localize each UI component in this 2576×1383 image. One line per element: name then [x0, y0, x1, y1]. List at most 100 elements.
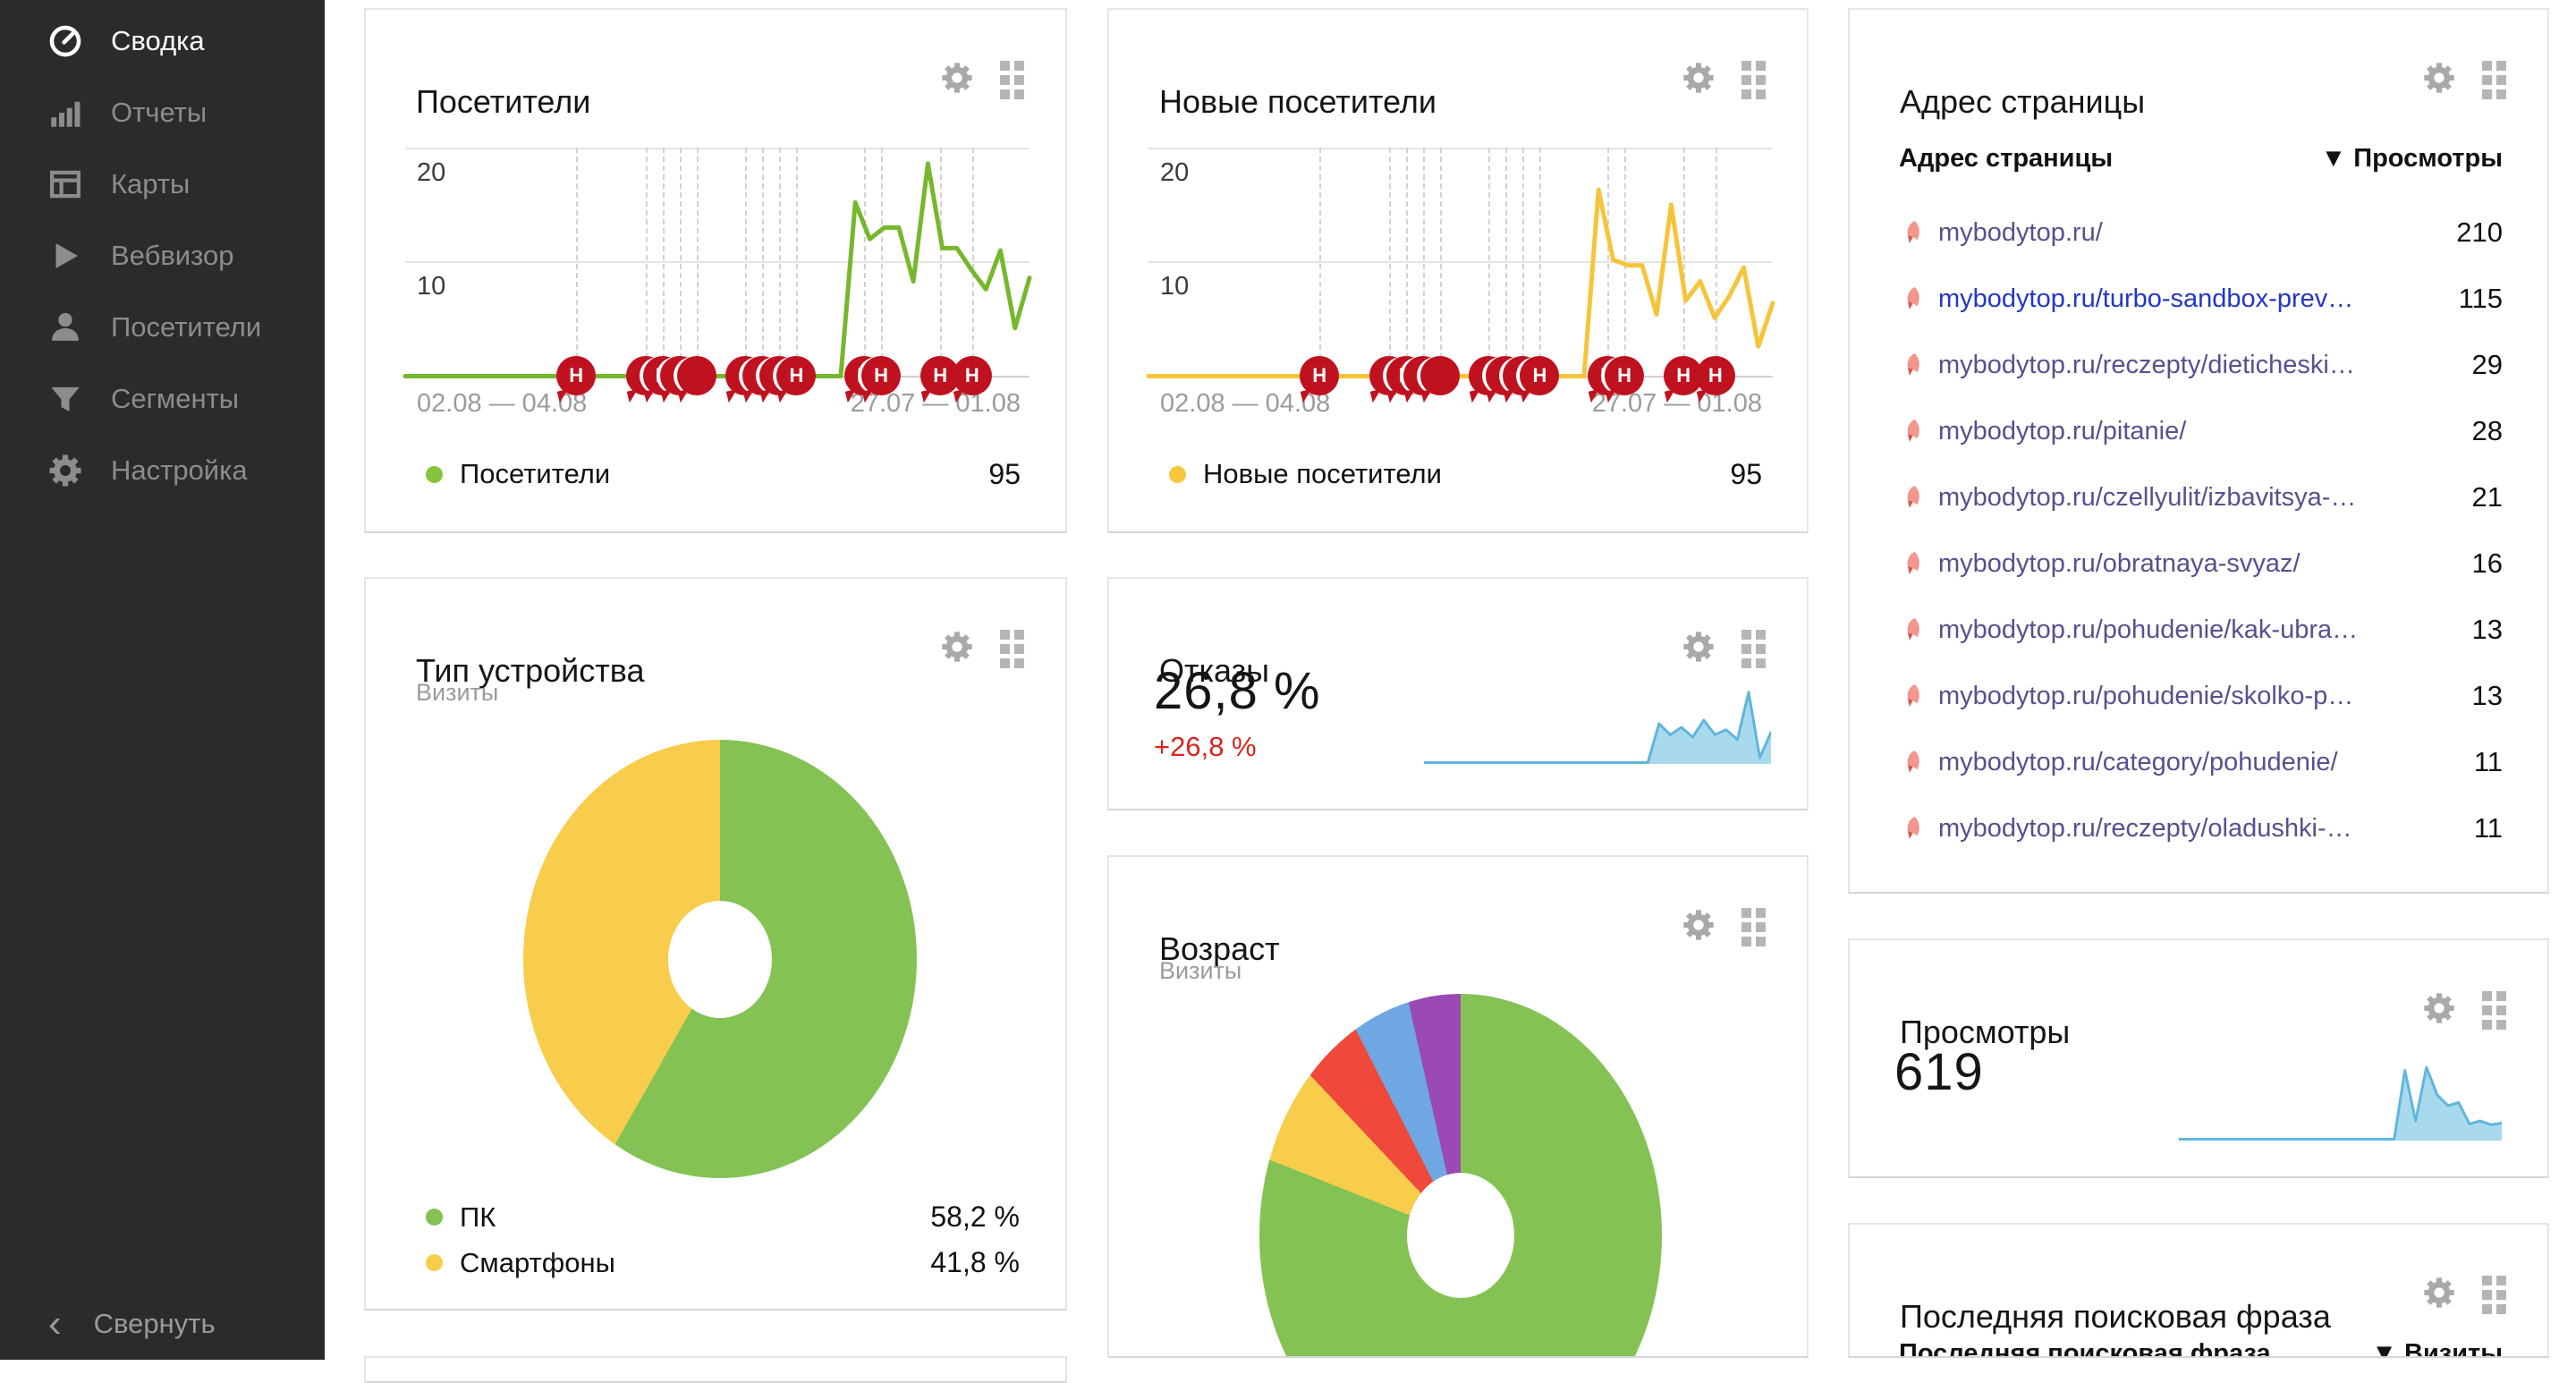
gear-icon[interactable]: [2421, 60, 2457, 96]
sidebar-item-1[interactable]: Сводка: [0, 5, 325, 77]
page-url-link[interactable]: mybodytop.ru/: [1938, 217, 2103, 247]
page-url-link[interactable]: mybodytop.ru/reczepty/dieticheski…: [1938, 350, 2355, 379]
drag-grid-icon[interactable]: [2482, 61, 2506, 99]
url-table-row: mybodytop.ru/czellyulit/izbavitsya-… 21: [1899, 464, 2503, 530]
legend-dot: [426, 465, 443, 483]
pageviews-card: Просмотры 619: [1848, 938, 2549, 1178]
bounce-card: Отказы 26,8 % +26,8 %: [1107, 577, 1809, 810]
page-url-link[interactable]: mybodytop.ru/obratnaya-svyaz/: [1938, 548, 2301, 578]
donut-hole: [1407, 1173, 1514, 1298]
gear-icon[interactable]: [2421, 990, 2457, 1026]
sidebar-item-label: Сегменты: [111, 383, 240, 414]
y-tick-20: 20: [1160, 158, 1190, 187]
legend-value: 41,8 %: [930, 1246, 1020, 1278]
event-marker-icon[interactable]: Н: [776, 356, 817, 395]
event-gridline: [679, 148, 682, 377]
url-table-row: mybodytop.ru/ 210: [1899, 199, 2503, 266]
url-table-row: mybodytop.ru/pohudenie/skolko-p… 13: [1899, 663, 2503, 729]
bounce-delta: +26,8 %: [1154, 731, 1257, 762]
url-table-row: mybodytop.ru/reczepty/oladushki-… 11: [1899, 795, 2503, 861]
event-marker-icon[interactable]: Н: [556, 356, 597, 395]
donut-hole: [668, 901, 772, 1018]
drag-grid-icon[interactable]: [1741, 630, 1766, 668]
sidebar: Сводка Отчеты Карты Вебвизор Посетители …: [0, 0, 325, 1360]
col-header-visits-sorted[interactable]: ▼ Визиты: [2371, 1339, 2503, 1358]
drag-grid-icon[interactable]: [1000, 61, 1024, 99]
page-url-link[interactable]: mybodytop.ru/pohudenie/kak-ubra…: [1938, 615, 2359, 644]
event-marker-icon[interactable]: Н: [1300, 356, 1340, 395]
page-url-link[interactable]: mybodytop.ru/reczepty/oladushki-…: [1938, 813, 2352, 843]
new-visitors-line-chart: НIНIIIННННН: [1146, 144, 1775, 421]
event-gridline: [971, 148, 974, 377]
sidebar-item-3[interactable]: Карты: [0, 148, 325, 220]
page-url-link[interactable]: mybodytop.ru/czellyulit/izbavitsya-…: [1938, 482, 2357, 512]
sidebar-collapse-button[interactable]: ‹ Свернуть: [48, 1304, 216, 1344]
event-marker-icon[interactable]: Н: [952, 356, 992, 395]
event-marker-icon[interactable]: [1419, 356, 1460, 395]
page-url-link[interactable]: mybodytop.ru/pitanie/: [1938, 416, 2187, 445]
event-gridline: [1715, 148, 1717, 377]
segments-icon: [51, 386, 80, 412]
sidebar-item-6[interactable]: Сегменты: [0, 363, 325, 435]
card-actions: [2421, 60, 2506, 99]
bounce-value: 26,8 %: [1154, 662, 1321, 720]
webvisor-icon: [55, 243, 78, 268]
drag-grid-icon[interactable]: [1741, 61, 1766, 99]
turbo-page-icon: [1907, 419, 1919, 442]
event-gridline: [940, 148, 943, 377]
legend-value: 95: [1730, 457, 1762, 490]
legend-dot: [1169, 465, 1186, 483]
gridline: [1148, 261, 1773, 263]
table-header: Последняя поисковая фраза ▼ Визиты: [1899, 1339, 2503, 1358]
col-header-views-sorted[interactable]: ▼ Просмотры: [2320, 144, 2503, 173]
visitors-card: Посетители 20 10 НIНIIIННННН 02.08 — 04.…: [364, 8, 1067, 533]
views-value: 29: [2471, 349, 2503, 380]
sidebar-item-label: Карты: [111, 168, 191, 199]
gear-icon[interactable]: [939, 60, 975, 96]
sidebar-collapse-label: Свернуть: [93, 1308, 216, 1339]
event-marker-icon[interactable]: Н: [1695, 356, 1735, 395]
drag-grid-icon[interactable]: [2482, 1276, 2506, 1314]
page-url-link[interactable]: mybodytop.ru/turbo-sandbox-prev…: [1938, 284, 2354, 313]
visitors-card-title: Посетители: [416, 82, 591, 120]
event-gridline: [1607, 148, 1610, 377]
gear-icon[interactable]: [939, 629, 975, 665]
views-value: 28: [2471, 415, 2503, 446]
gear-icon[interactable]: [1681, 629, 1716, 665]
turbo-page-icon: [1907, 750, 1919, 773]
page-url-link[interactable]: mybodytop.ru/category/pohudenie/: [1938, 747, 2338, 776]
device-card-subtitle: Визиты: [416, 679, 499, 706]
drag-grid-icon[interactable]: [1741, 908, 1766, 946]
sidebar-item-7[interactable]: Настройка: [0, 435, 325, 506]
drag-grid-icon[interactable]: [1000, 630, 1024, 668]
gear-icon[interactable]: [2421, 1275, 2457, 1311]
page-url-card-title: Адрес страницы: [1900, 82, 2146, 120]
settings-icon: [49, 454, 81, 487]
sidebar-item-4[interactable]: Вебвизор: [0, 220, 325, 292]
drag-grid-icon[interactable]: [2482, 991, 2506, 1030]
views-value: 115: [2458, 283, 2503, 314]
event-gridline: [1422, 148, 1425, 377]
sidebar-item-5[interactable]: Посетители: [0, 292, 325, 363]
views-value: 11: [2473, 746, 2503, 777]
views-value: 11: [2473, 812, 2503, 844]
reports-icon: [51, 101, 80, 127]
sidebar-item-label: Вебвизор: [111, 240, 234, 271]
y-tick-10: 10: [1160, 272, 1190, 301]
event-marker-icon[interactable]: Н: [861, 356, 902, 395]
bounce-card-title: Отказы: [1159, 651, 1270, 689]
page-url-link[interactable]: mybodytop.ru/pohudenie/skolko-p…: [1938, 681, 2354, 710]
device-card-title: Тип устройства: [416, 651, 645, 689]
event-marker-icon[interactable]: [676, 356, 716, 395]
gear-icon[interactable]: [1681, 907, 1716, 943]
gear-icon[interactable]: [1681, 60, 1716, 96]
new-visitors-card-title: Новые посетители: [1159, 82, 1437, 120]
sidebar-item-2[interactable]: Отчеты: [0, 77, 325, 148]
event-marker-icon[interactable]: Н: [1520, 356, 1560, 395]
sidebar-item-label: Настройка: [111, 454, 248, 486]
age-card: Возраст Визиты: [1107, 855, 1809, 1358]
event-marker-icon[interactable]: Н: [1605, 356, 1645, 395]
card-actions: [2421, 1275, 2506, 1314]
url-table-row: mybodytop.ru/category/pohudenie/ 11: [1899, 729, 2503, 795]
